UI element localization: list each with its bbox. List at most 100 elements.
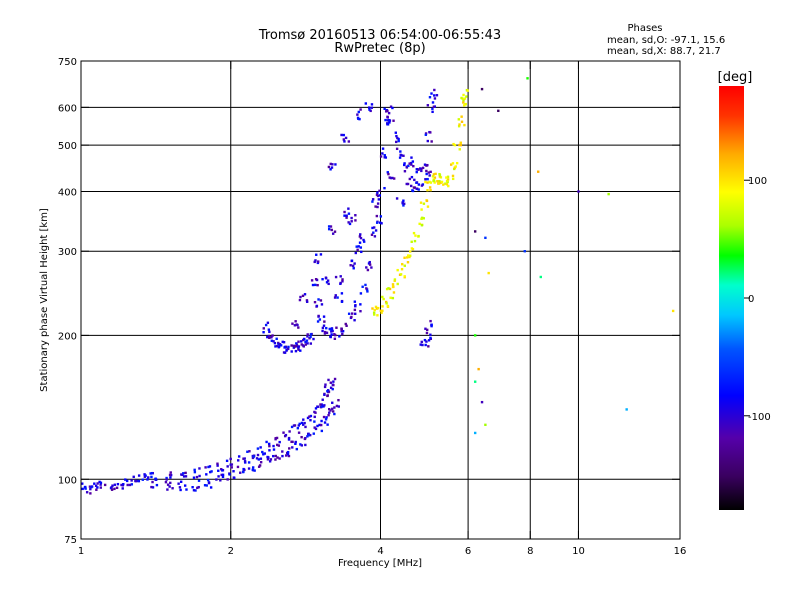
- data-point: [81, 482, 84, 485]
- data-point: [345, 214, 348, 217]
- data-point: [204, 466, 207, 469]
- data-point: [225, 459, 229, 463]
- data-point: [429, 131, 432, 134]
- data-point: [451, 174, 455, 178]
- data-point: [369, 109, 372, 113]
- data-point: [330, 327, 334, 330]
- data-point: [445, 183, 449, 186]
- colorbar-tick-label: 100: [748, 176, 767, 187]
- data-point: [183, 484, 187, 487]
- data-point: [321, 329, 324, 333]
- data-point: [155, 483, 159, 487]
- data-point: [274, 437, 277, 440]
- data-point: [259, 461, 263, 464]
- data-point: [388, 287, 392, 291]
- data-point: [256, 453, 260, 457]
- data-point: [180, 473, 183, 476]
- data-point: [403, 170, 407, 173]
- data-point: [330, 228, 333, 232]
- data-point: [360, 250, 363, 254]
- data-point: [293, 324, 297, 327]
- data-point: [423, 163, 427, 166]
- data-point: [359, 309, 362, 313]
- data-point: [297, 424, 300, 427]
- data-point: [351, 312, 354, 315]
- x-tick-label: 1: [78, 546, 84, 557]
- data-point: [434, 172, 437, 176]
- data-point: [460, 96, 463, 100]
- data-point: [268, 444, 271, 448]
- data-point: [103, 483, 107, 487]
- data-point: [361, 285, 364, 288]
- data-point: [447, 184, 450, 188]
- data-point: [290, 440, 293, 444]
- data-point: [397, 137, 400, 141]
- data-point: [386, 123, 390, 126]
- data-point: [347, 221, 350, 224]
- data-point: [367, 106, 371, 109]
- data-point: [179, 488, 182, 492]
- chart-subtitle: RwPretec (8p): [334, 41, 425, 56]
- data-point: [253, 469, 256, 472]
- data-point: [426, 139, 430, 143]
- data-point: [451, 177, 455, 181]
- data-point: [221, 469, 224, 472]
- data-point: [284, 433, 288, 437]
- data-point: [376, 205, 379, 209]
- data-point: [110, 486, 113, 489]
- data-point: [372, 311, 376, 314]
- data-point: [378, 189, 381, 193]
- data-point: [309, 335, 312, 339]
- data-point: [373, 313, 376, 316]
- data-point: [294, 345, 297, 348]
- data-point: [195, 475, 199, 479]
- data-point: [278, 457, 281, 460]
- data-point: [169, 476, 172, 479]
- data-point: [607, 192, 610, 196]
- data-point: [374, 229, 378, 232]
- data-point: [399, 150, 402, 153]
- data-point: [345, 324, 348, 327]
- data-point: [393, 278, 397, 281]
- data-point: [429, 170, 432, 174]
- data-point: [353, 262, 356, 265]
- data-point: [331, 387, 334, 391]
- data-point: [389, 176, 393, 180]
- data-point: [379, 215, 383, 218]
- data-point: [333, 230, 337, 233]
- data-point: [340, 327, 343, 330]
- data-point: [130, 479, 133, 482]
- data-point: [424, 133, 428, 136]
- data-point: [342, 138, 346, 141]
- data-point: [350, 220, 353, 223]
- data-point: [350, 315, 353, 319]
- x-tick-label: 6: [465, 546, 471, 557]
- data-point: [454, 165, 457, 168]
- data-point: [340, 133, 343, 137]
- data-point: [328, 327, 331, 331]
- data-point: [625, 408, 628, 411]
- data-point: [403, 275, 406, 278]
- data-point: [306, 342, 309, 345]
- data-point: [151, 480, 154, 484]
- data-point: [326, 390, 329, 393]
- data-point: [282, 341, 286, 344]
- data-point: [382, 297, 385, 301]
- data-point: [327, 165, 331, 169]
- data-point: [330, 166, 334, 169]
- data-point: [297, 326, 300, 329]
- data-point: [197, 485, 200, 489]
- data-point: [577, 190, 580, 193]
- data-point: [292, 424, 296, 427]
- data-point: [391, 176, 394, 180]
- data-point: [410, 240, 413, 243]
- data-point: [268, 460, 272, 463]
- data-point: [377, 198, 381, 201]
- data-point: [314, 277, 318, 281]
- data-point: [406, 182, 410, 186]
- data-point: [371, 226, 374, 230]
- data-point: [262, 331, 265, 334]
- data-point: [182, 475, 186, 478]
- data-point: [395, 147, 399, 151]
- data-point: [300, 421, 304, 425]
